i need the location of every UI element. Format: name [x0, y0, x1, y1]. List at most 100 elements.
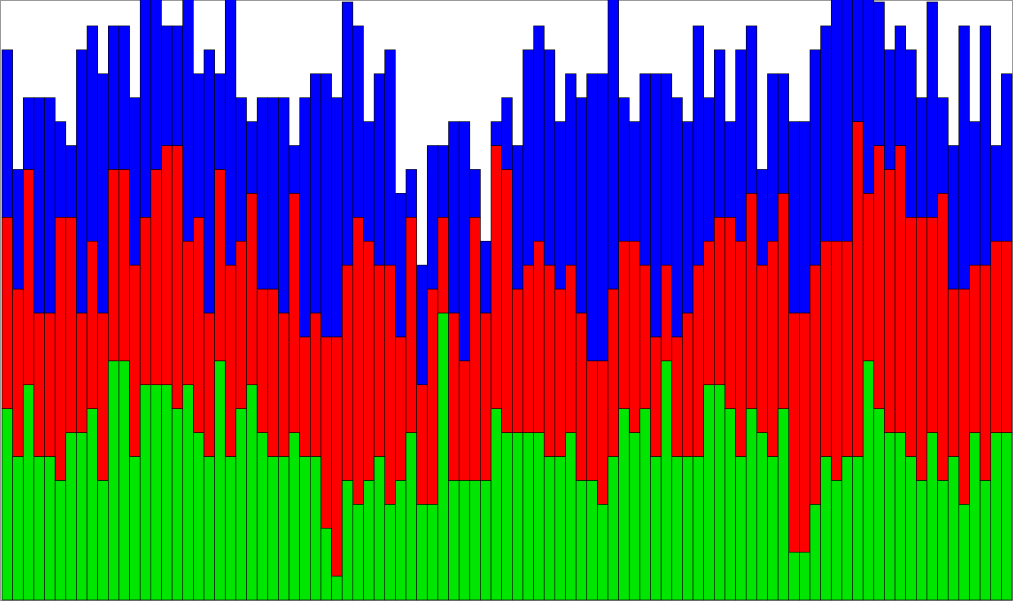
bar-green-41: [437, 312, 449, 601]
bar-blue-6: [65, 145, 77, 218]
bar-red-71: [756, 264, 768, 433]
bar-green-45: [480, 480, 492, 601]
bar-green-63: [671, 456, 683, 601]
bar-green-27: [288, 432, 300, 601]
bar-blue-13: [139, 0, 152, 218]
bar-red-70: [745, 193, 758, 409]
bar-red-9: [97, 312, 109, 481]
bar-red-24: [256, 288, 269, 433]
bar-blue-22: [235, 97, 247, 242]
bar-green-93: [990, 432, 1002, 601]
bar-red-19: [203, 312, 215, 457]
bar-blue-48: [512, 145, 524, 290]
bar-blue-4: [44, 97, 56, 314]
bar-red-94: [1001, 240, 1013, 433]
bar-blue-38: [405, 169, 417, 218]
bar-green-4: [44, 456, 56, 601]
bar-red-88: [937, 193, 949, 481]
bar-blue-46: [490, 121, 502, 146]
bar-blue-31: [331, 97, 343, 338]
bar-red-69: [735, 240, 747, 457]
bar-red-5: [54, 216, 67, 481]
bar-blue-7: [76, 49, 88, 314]
bar-red-1: [12, 288, 24, 457]
bar-green-7: [76, 432, 88, 601]
bar-blue-57: [607, 0, 619, 290]
bar-green-87: [926, 432, 938, 601]
bar-red-83: [884, 169, 896, 433]
bar-green-74: [788, 551, 800, 601]
bar-blue-26: [278, 97, 290, 314]
bar-blue-3: [33, 97, 45, 314]
bar-red-34: [363, 240, 375, 481]
bar-blue-2: [22, 97, 35, 170]
bar-blue-77: [820, 25, 832, 242]
bar-blue-49: [522, 49, 534, 266]
bar-green-83: [884, 432, 896, 601]
bar-red-58: [618, 240, 630, 409]
bar-red-72: [767, 240, 779, 457]
bar-red-27: [288, 193, 300, 433]
bar-red-86: [916, 216, 928, 481]
bar-red-57: [607, 288, 619, 457]
bar-blue-92: [979, 25, 992, 266]
bar-green-33: [352, 504, 364, 601]
bar-red-52: [554, 288, 566, 457]
bar-blue-93: [990, 145, 1002, 242]
bar-green-0: [1, 408, 13, 601]
bar-red-16: [171, 145, 184, 409]
bar-blue-24: [256, 97, 269, 290]
bar-green-81: [862, 360, 875, 601]
bar-red-91: [969, 264, 981, 433]
bar-green-9: [97, 480, 109, 601]
bar-red-78: [830, 240, 843, 481]
bar-blue-90: [958, 25, 970, 290]
bar-green-86: [916, 480, 928, 601]
bar-green-80: [852, 456, 864, 601]
bar-red-66: [703, 240, 715, 386]
bar-blue-81: [862, 0, 875, 194]
bar-red-6: [65, 216, 77, 433]
bar-red-2: [22, 169, 35, 386]
bar-red-43: [458, 360, 471, 481]
bar-red-38: [405, 216, 417, 433]
bar-green-78: [830, 480, 843, 601]
bar-blue-42: [448, 121, 460, 314]
bar-blue-62: [660, 73, 673, 266]
bar-red-30: [320, 336, 332, 529]
bar-red-28: [299, 336, 311, 457]
bar-green-51: [543, 456, 556, 601]
bar-red-44: [469, 216, 481, 481]
bar-blue-69: [735, 49, 747, 242]
bar-blue-14: [150, 0, 162, 170]
bar-blue-84: [894, 25, 906, 146]
bar-blue-33: [352, 25, 364, 218]
bar-red-39: [416, 384, 428, 505]
bar-green-15: [161, 384, 173, 601]
bar-red-3: [33, 312, 45, 457]
bar-blue-23: [246, 121, 258, 194]
bar-green-23: [246, 384, 258, 601]
bar-blue-87: [926, 1, 938, 218]
bar-green-59: [628, 432, 641, 601]
bar-blue-27: [288, 145, 300, 194]
bar-blue-61: [650, 73, 662, 338]
bar-red-25: [267, 288, 279, 457]
bar-green-25: [267, 456, 279, 601]
bar-blue-63: [671, 97, 683, 338]
bar-red-76: [809, 264, 821, 505]
bar-red-18: [193, 216, 205, 433]
bar-blue-5: [54, 121, 67, 218]
bar-blue-45: [480, 240, 492, 314]
bar-green-53: [565, 432, 577, 601]
bar-blue-54: [575, 97, 588, 314]
bar-red-89: [947, 288, 960, 457]
bar-green-16: [171, 408, 184, 601]
bar-red-61: [650, 336, 662, 457]
bar-blue-25: [267, 97, 279, 290]
bar-red-56: [597, 360, 609, 505]
bar-green-49: [522, 432, 534, 601]
bar-red-12: [129, 264, 141, 457]
bar-blue-11: [118, 25, 130, 170]
bar-red-75: [799, 312, 811, 553]
